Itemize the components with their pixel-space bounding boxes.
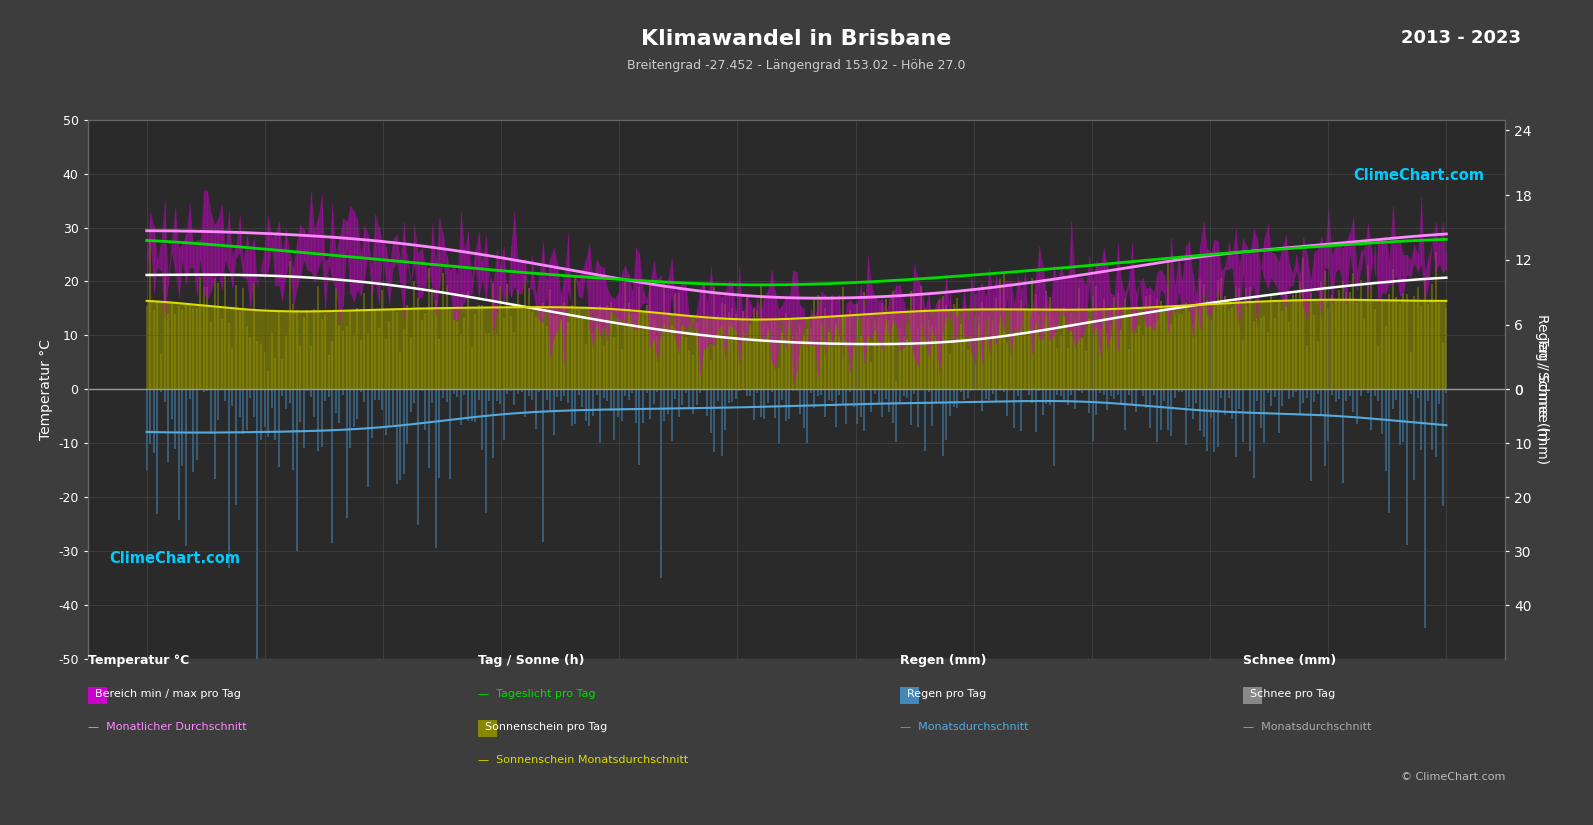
Text: © ClimeChart.com: © ClimeChart.com <box>1400 771 1505 781</box>
Text: —  Monatsdurchschnitt: — Monatsdurchschnitt <box>1243 722 1372 732</box>
Text: ClimeChart.com: ClimeChart.com <box>1352 168 1485 183</box>
Y-axis label: Tag / Sonne (h): Tag / Sonne (h) <box>1534 337 1548 441</box>
Y-axis label: Regen / Schnee (mm): Regen / Schnee (mm) <box>1534 314 1548 464</box>
Text: —  Tageslicht pro Tag: — Tageslicht pro Tag <box>478 689 596 699</box>
Y-axis label: Temperatur °C: Temperatur °C <box>38 339 53 440</box>
Text: Breitengrad -27.452 - Längengrad 153.02 - Höhe 27.0: Breitengrad -27.452 - Längengrad 153.02 … <box>628 59 965 73</box>
Text: Temperatur °C: Temperatur °C <box>88 654 190 667</box>
Text: Klimawandel in Brisbane: Klimawandel in Brisbane <box>642 29 951 49</box>
Text: —  Monatlicher Durchschnitt: — Monatlicher Durchschnitt <box>88 722 247 732</box>
Text: —  Sonnenschein Monatsdurchschnitt: — Sonnenschein Monatsdurchschnitt <box>478 755 688 765</box>
Text: ClimeChart.com: ClimeChart.com <box>108 551 241 566</box>
Text: —  Monatsdurchschnitt: — Monatsdurchschnitt <box>900 722 1029 732</box>
Text: Schnee (mm): Schnee (mm) <box>1243 654 1337 667</box>
Text: Bereich min / max pro Tag: Bereich min / max pro Tag <box>88 689 241 699</box>
Text: Regen pro Tag: Regen pro Tag <box>900 689 986 699</box>
Text: 2013 - 2023: 2013 - 2023 <box>1402 29 1521 47</box>
Text: Regen (mm): Regen (mm) <box>900 654 986 667</box>
Text: Schnee pro Tag: Schnee pro Tag <box>1243 689 1335 699</box>
Text: Sonnenschein pro Tag: Sonnenschein pro Tag <box>478 722 607 732</box>
Text: Tag / Sonne (h): Tag / Sonne (h) <box>478 654 585 667</box>
